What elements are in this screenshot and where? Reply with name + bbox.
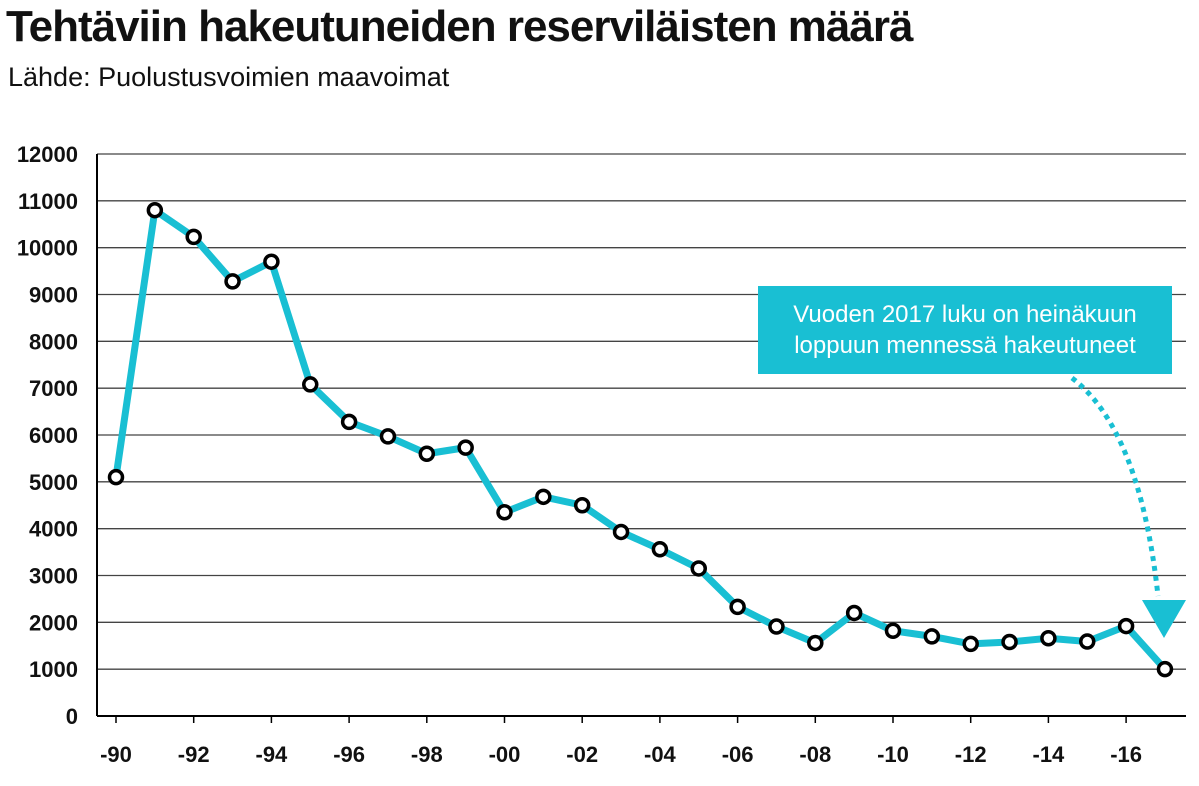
x-axis-labels: -90 -92 -94 -96 -98 -00 -02 -04 -06 -08 -10 -12 -14 -… — [100, 742, 1142, 767]
data-point — [535, 488, 552, 506]
data-point — [884, 622, 902, 640]
y-tick-label: 1000 — [29, 657, 78, 682]
data-point — [1156, 660, 1174, 678]
data-point — [923, 628, 941, 645]
series-points — [107, 201, 1174, 678]
y-tick-label: 0 — [66, 704, 78, 729]
data-point — [263, 253, 280, 270]
x-tick-label: -94 — [256, 742, 289, 767]
data-point — [768, 618, 785, 635]
x-tick-label: -12 — [955, 742, 987, 767]
y-tick-label: 9000 — [29, 283, 78, 308]
chart-title: Tehtäviin hakeutuneiden reserviläisten m… — [6, 2, 913, 51]
x-tick-label: -90 — [100, 742, 132, 767]
y-tick-label: 2000 — [29, 610, 78, 635]
x-tick-label: -08 — [799, 742, 831, 767]
x-tick-label: -06 — [722, 742, 754, 767]
y-tick-label: 8000 — [29, 329, 78, 354]
x-tick-label: -10 — [877, 742, 909, 767]
data-point — [379, 428, 397, 445]
x-tick-label: -14 — [1033, 742, 1066, 767]
annotation-arrow-line — [1070, 376, 1161, 597]
annotation-arrow — [1070, 376, 1186, 638]
data-point — [962, 635, 979, 653]
x-tick-label: -98 — [411, 742, 443, 767]
data-point — [573, 497, 591, 514]
data-point — [1001, 633, 1018, 651]
y-tick-label: 3000 — [29, 564, 78, 589]
data-point — [224, 273, 241, 290]
data-point — [807, 634, 824, 652]
y-tick-label: 4000 — [29, 517, 78, 542]
data-point — [418, 445, 436, 462]
y-tick-label: 5000 — [29, 470, 78, 495]
data-point — [1040, 630, 1057, 647]
x-tick-label: -04 — [644, 742, 677, 767]
data-point — [340, 413, 358, 431]
y-tick-label: 12000 — [17, 142, 78, 167]
annotation-arrow-head — [1142, 600, 1186, 638]
y-tick-label: 10000 — [17, 236, 78, 261]
data-point — [457, 439, 474, 456]
x-tick-label: -92 — [178, 742, 210, 767]
data-point — [185, 228, 202, 246]
x-tick-label: -02 — [566, 742, 598, 767]
y-tick-label: 11000 — [18, 189, 78, 214]
x-tick-label: -16 — [1110, 742, 1142, 767]
data-point — [1079, 633, 1096, 650]
series-line — [112, 206, 1168, 672]
data-point — [496, 504, 513, 521]
data-point — [845, 604, 863, 622]
series-line-path — [112, 206, 1168, 672]
y-tick-label: 7000 — [29, 376, 78, 401]
y-axis-labels: 0 1000 2000 3000 4000 5000 6000 7000 8000 9000 100… — [17, 142, 78, 729]
x-tick-label: -96 — [333, 742, 365, 767]
data-point — [1117, 617, 1135, 635]
annotation-box: Vuoden 2017 luku on heinäkuun loppuun me… — [758, 286, 1172, 374]
data-point — [690, 560, 707, 577]
x-tick-label: -00 — [489, 742, 521, 767]
data-point — [612, 523, 630, 541]
grid-lines — [96, 153, 1186, 723]
data-point — [729, 598, 746, 616]
data-point — [107, 468, 125, 486]
data-point — [146, 201, 164, 219]
y-tick-label: 6000 — [29, 423, 78, 448]
data-point — [302, 376, 319, 393]
data-point — [651, 541, 669, 558]
chart-source: Lähde: Puolustusvoimien maavoimat — [8, 62, 450, 92]
